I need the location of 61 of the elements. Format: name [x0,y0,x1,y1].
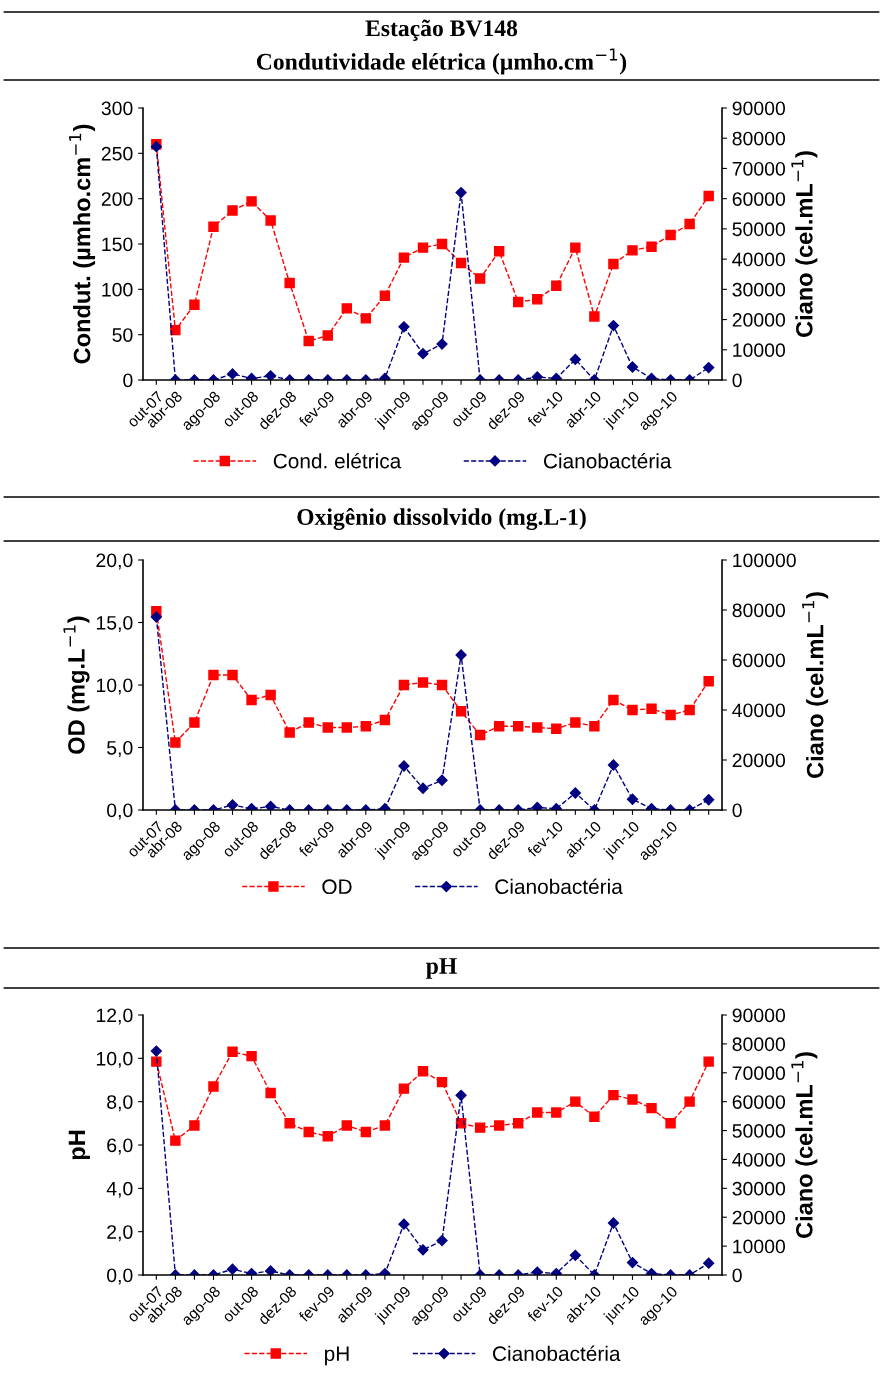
y-axis-title: Condut. (µmho.cm$^{−1}$) [69,124,96,364]
y-tick-label: 10,0 [96,1051,133,1068]
y2-axis-title: Ciano (cel.mL$^{−1}$) [791,151,818,337]
y-axis-title: OD (mg.L$^{−1}$) [63,616,90,754]
y2-tick-label: 70000 [732,161,786,176]
y2-tick-label: 90000 [732,101,786,116]
y-tick-label: 12,0 [96,1008,133,1025]
y2-tick-label: 20000 [732,313,786,327]
chart-title: Estação BV148 [365,19,518,41]
chart-title: pH [426,958,457,979]
legend-label: OD [322,879,352,895]
y-tick-label: 250 [101,146,133,161]
y2-tick-label: 10000 [733,1239,786,1254]
y2-tick-label: 0 [732,373,742,388]
y2-tick-label: 60000 [732,653,786,668]
y-tick-label: 6,0 [107,1138,133,1155]
y2-tick-label: 60000 [732,1095,786,1109]
y2-axis-title: Ciano (cel.mL$^{−1}$) [791,1052,818,1238]
y-tick-label: 0,0 [107,803,133,820]
y2-axis-title: Ciano (cel.mL$^{−1}$) [802,592,829,778]
y-tick-label: 200 [101,192,133,206]
y-tick-label: 0 [123,373,133,388]
legend-label: Cianobactéria [495,878,623,895]
y2-tick-label: 90000 [732,1008,786,1023]
y2-tick-label: 30000 [732,282,786,297]
y2-tick-label: 20000 [732,1210,786,1225]
y-tick-label: 100 [102,282,133,297]
y-axis-title: pH [68,1130,90,1160]
chart-title: Oxigênio dissolvido (mg.L-1) [297,508,586,530]
y2-tick-label: 40000 [732,1152,786,1167]
legend-label: Cianobactéria [493,1345,621,1362]
y2-tick-label: 80000 [732,1037,786,1052]
y2-tick-label: 80000 [732,603,786,618]
y2-tick-label: 50000 [732,1124,786,1138]
y2-tick-label: 60000 [732,192,786,206]
chart-subtitle: Condutividade elétrica (µmho.cm$^{−1}$) [256,48,627,75]
y2-tick-label: 40000 [732,252,786,267]
y-tick-label: 15,0 [96,615,133,633]
y2-tick-label: 70000 [732,1066,786,1081]
y-tick-label: 5,0 [107,740,133,758]
y-tick-label: 0,0 [107,1268,133,1285]
y-tick-label: 50 [112,328,133,342]
legend-label: pH [325,1346,349,1366]
y2-tick-label: 40000 [732,703,786,718]
y-tick-label: 20,0 [96,553,133,570]
legend-label: Cianobactéria [543,452,672,469]
y2-tick-label: 30000 [732,1181,786,1196]
y2-tick-label: 10000 [733,343,786,358]
y-tick-label: 2,0 [107,1225,133,1242]
y2-tick-label: 0 [732,803,742,818]
y-tick-label: 150 [102,237,133,252]
y2-tick-label: 0 [732,1268,742,1283]
y2-tick-label: 20000 [732,753,786,768]
y2-tick-label: 50000 [732,222,786,237]
y-tick-label: 10,0 [96,678,133,695]
y2-tick-label: 80000 [732,131,786,146]
y-tick-label: 300 [101,101,133,116]
y2-tick-label: 100000 [733,553,796,568]
y-tick-label: 4,0 [106,1181,133,1198]
legend-label: Cond. elétrica [273,452,402,469]
y-tick-label: 8,0 [107,1095,133,1112]
